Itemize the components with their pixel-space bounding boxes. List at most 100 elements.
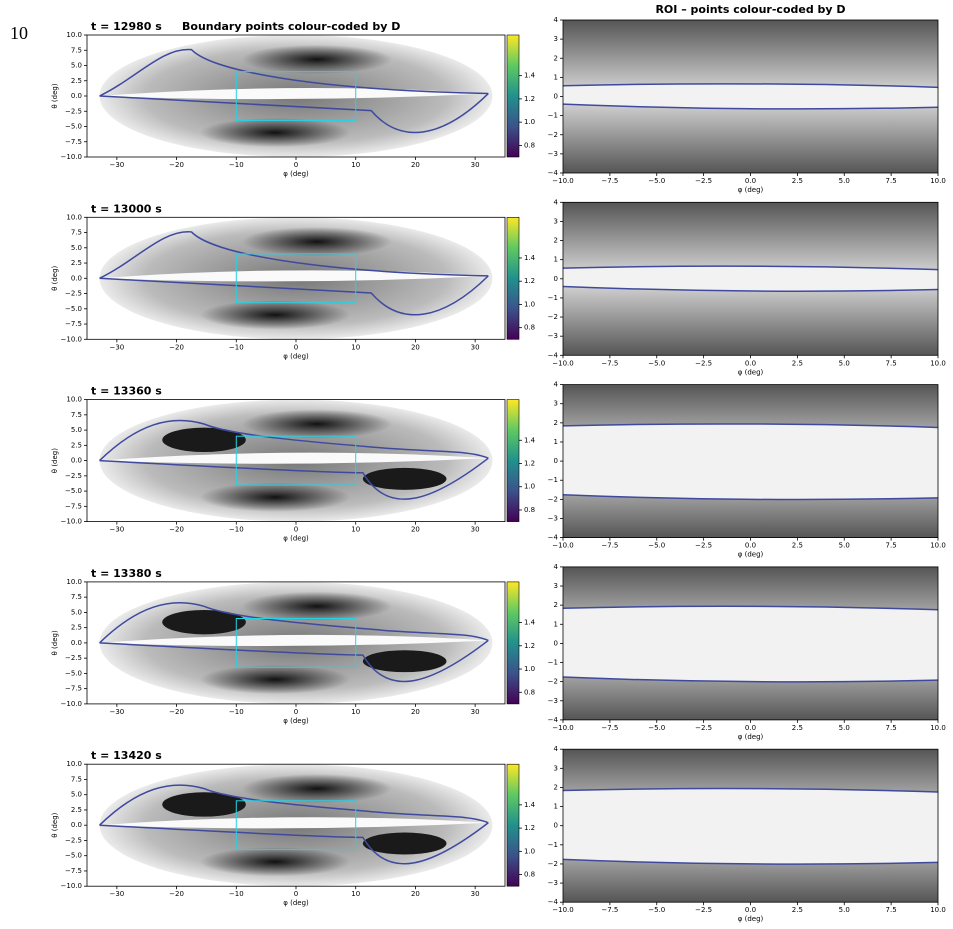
y-tick-label: 0 — [554, 93, 558, 101]
colorbar-tick-label: 0.8 — [524, 871, 535, 879]
x-tick-label: −5.0 — [648, 724, 665, 732]
x-tick-label: 0 — [294, 161, 298, 169]
y-tick-label: −3 — [548, 332, 558, 340]
x-tick-label: 0.0 — [745, 359, 756, 367]
boundary-upper — [99, 784, 489, 826]
x-tick-label: −2.5 — [695, 359, 712, 367]
dark-lobe — [162, 792, 246, 817]
colorbar-tick-label: 1.2 — [524, 277, 535, 285]
x-tick-label: 7.5 — [886, 177, 897, 185]
roi-box — [235, 800, 357, 851]
y-tick-label: 4 — [554, 381, 559, 389]
x-axis-label: φ (deg) — [738, 915, 764, 923]
dark-upper — [241, 227, 393, 257]
y-tick-label: −2.5 — [65, 290, 82, 298]
boundary-lower — [563, 103, 938, 110]
x-tick-label: −10.0 — [552, 359, 573, 367]
boundary-lower — [99, 639, 489, 683]
y-tick-label: 10.0 — [66, 396, 82, 404]
dark-upper — [241, 409, 393, 439]
field-image — [87, 35, 505, 157]
panel-title: t = 12980 s — [91, 20, 162, 33]
x-tick-label: −2.5 — [695, 177, 712, 185]
y-tick-label: −5.0 — [65, 669, 82, 677]
band — [563, 83, 938, 109]
x-axis-label: φ (deg) — [283, 899, 309, 907]
boundary-upper — [563, 83, 938, 89]
y-tick-label: 10.0 — [66, 213, 82, 221]
field-image — [87, 581, 505, 704]
y-tick-label: −4 — [548, 534, 559, 542]
x-axis-label: φ (deg) — [738, 368, 764, 376]
y-tick-label: 4 — [554, 16, 559, 24]
y-tick-label: −1 — [548, 294, 558, 302]
y-tick-label: 0.0 — [71, 92, 82, 100]
colorbar-tick-label: 0.8 — [524, 688, 535, 696]
y-tick-label: −5.0 — [65, 487, 82, 495]
x-tick-label: −30 — [109, 708, 124, 716]
dark-lower — [199, 482, 351, 512]
dark-lobe — [362, 467, 447, 490]
y-tick-label: −2.5 — [65, 107, 82, 115]
x-tick-label: −20 — [169, 343, 184, 351]
x-tick-label: 5.0 — [839, 359, 850, 367]
x-tick-label: 10 — [351, 161, 360, 169]
band — [563, 606, 938, 682]
x-tick-label: −5.0 — [648, 177, 665, 185]
boundary-upper — [99, 419, 489, 462]
field-image — [563, 202, 938, 356]
y-tick-label: 4 — [554, 563, 559, 571]
panel: −10.0 −7.5 −5.0 −2.5 0.0 2.5 5.0 7.5 10.0 −4 −3 −2 −… — [548, 3, 946, 194]
field-image — [87, 399, 505, 522]
x-tick-label: −30 — [109, 343, 124, 351]
x-tick-label: 20 — [411, 708, 420, 716]
field-image — [563, 20, 938, 173]
field-image — [563, 749, 938, 903]
y-tick-label: 5.0 — [71, 791, 82, 799]
y-tick-label: −7.5 — [65, 502, 82, 510]
y-axis-label: θ (deg) — [51, 265, 59, 290]
x-tick-label: 2.5 — [792, 906, 803, 914]
x-tick-label: −10.0 — [552, 724, 573, 732]
band — [99, 817, 489, 829]
colorbar-tick-label: 1.4 — [524, 254, 536, 262]
colorbar-tick-label: 0.8 — [524, 324, 535, 332]
y-tick-label: 0 — [554, 822, 558, 830]
y-tick-label: 10.0 — [66, 578, 82, 586]
y-tick-label: 1 — [554, 73, 558, 81]
y-tick-label: 5.0 — [71, 244, 82, 252]
x-tick-label: −5.0 — [648, 359, 665, 367]
boundary-lower — [99, 457, 489, 500]
y-tick-label: −10.0 — [61, 882, 82, 890]
boundary-upper — [563, 423, 938, 429]
y-axis-label: θ (deg) — [51, 448, 59, 473]
y-tick-label: −10.0 — [61, 518, 82, 526]
boundary-upper — [99, 231, 489, 279]
y-axis-label: θ (deg) — [51, 630, 59, 655]
x-axis-label: φ (deg) — [283, 170, 309, 178]
x-tick-label: 20 — [411, 161, 420, 169]
boundary-lower — [99, 275, 489, 316]
dark-lower — [199, 664, 351, 695]
x-tick-label: 20 — [411, 526, 420, 534]
x-axis-label: φ (deg) — [738, 551, 764, 559]
colorbar-tick-label: 1.2 — [524, 642, 535, 650]
roi-box — [235, 435, 357, 486]
panel-subtitle: Boundary points colour-coded by D — [182, 20, 400, 33]
y-tick-label: −2.5 — [65, 654, 82, 662]
x-tick-label: 30 — [471, 526, 480, 534]
y-axis-label: θ (deg) — [51, 812, 59, 837]
panel: −10.0 −7.5 −5.0 −2.5 0.0 2.5 5.0 7.5 10.0 −4 −3 −2 −… — [548, 381, 946, 559]
y-tick-label: 3 — [554, 764, 558, 772]
y-tick-label: 4 — [554, 198, 559, 206]
x-tick-label: −20 — [169, 708, 184, 716]
x-tick-label: 10 — [351, 890, 360, 898]
x-tick-label: 10.0 — [930, 177, 946, 185]
y-tick-label: 3 — [554, 582, 558, 590]
y-tick-label: 7.5 — [71, 775, 82, 783]
y-tick-label: −1 — [548, 476, 558, 484]
dark-upper — [241, 591, 393, 621]
y-tick-label: −1 — [548, 112, 558, 120]
y-tick-label: −5.0 — [65, 852, 82, 860]
